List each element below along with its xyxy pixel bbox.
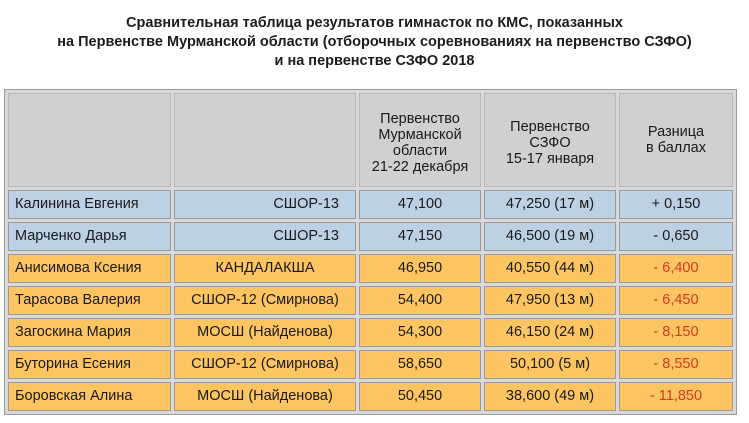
score-szfo: 50,100 (5 м): [484, 350, 616, 379]
table-row: Загоскина Мария МОСШ (Найденова) 54,300 …: [8, 318, 733, 347]
table-row: Анисимова Ксения КАНДАЛАКША 46,950 40,55…: [8, 254, 733, 283]
header-diff-line: в баллах: [645, 140, 706, 156]
header-event2-line: Первенство: [510, 119, 590, 135]
score-regional: 47,100: [359, 190, 481, 219]
title-line-2: на Первенстве Мурманской области (отборо…: [57, 34, 692, 50]
athlete-club: СШОР-13: [174, 190, 356, 219]
header-event1-line: 21-22 декабря: [371, 159, 469, 175]
score-regional: 58,650: [359, 350, 481, 379]
score-difference: - 6,400: [619, 254, 733, 283]
header-diff-line: Разница: [647, 124, 705, 140]
score-regional: 54,300: [359, 318, 481, 347]
score-regional: 50,450: [359, 382, 481, 411]
header-event2-cell: Первенство СЗФО 15-17 января: [484, 93, 616, 187]
athlete-club: СШОР-12 (Смирнова): [174, 286, 356, 315]
score-regional: 47,150: [359, 222, 481, 251]
header-event1-line: Мурманской: [378, 127, 462, 143]
athlete-name: Загоскина Мария: [8, 318, 171, 347]
table-row: Марченко Дарья СШОР-13 47,150 46,500 (19…: [8, 222, 733, 251]
score-difference: - 0,650: [619, 222, 733, 251]
table-header-row: Первенство Мурманской области 21-22 дека…: [8, 93, 733, 187]
score-difference: - 8,550: [619, 350, 733, 379]
score-szfo: 47,250 (17 м): [484, 190, 616, 219]
athlete-name: Буторина Есения: [8, 350, 171, 379]
athlete-club: МОСШ (Найденова): [174, 382, 356, 411]
score-difference: - 6,450: [619, 286, 733, 315]
table-row: Тарасова Валерия СШОР-12 (Смирнова) 54,4…: [8, 286, 733, 315]
score-difference: + 0,150: [619, 190, 733, 219]
athlete-name: Тарасова Валерия: [8, 286, 171, 315]
table-row: Калинина Евгения СШОР-13 47,100 47,250 (…: [8, 190, 733, 219]
score-szfo: 46,150 (24 м): [484, 318, 616, 347]
athlete-name: Калинина Евгения: [8, 190, 171, 219]
header-diff-cell: Разница в баллах: [619, 93, 733, 187]
page-title: Сравнительная таблица результатов гимнас…: [0, 14, 749, 71]
athlete-club: КАНДАЛАКША: [174, 254, 356, 283]
table-row: Буторина Есения СШОР-12 (Смирнова) 58,65…: [8, 350, 733, 379]
athlete-name: Боровская Алина: [8, 382, 171, 411]
header-event2-line: СЗФО: [529, 135, 571, 151]
athlete-name: Марченко Дарья: [8, 222, 171, 251]
score-szfo: 40,550 (44 м): [484, 254, 616, 283]
score-regional: 46,950: [359, 254, 481, 283]
results-table-container: Первенство Мурманской области 21-22 дека…: [4, 89, 737, 415]
header-event2-line: 15-17 января: [505, 151, 595, 167]
score-difference: - 11,850: [619, 382, 733, 411]
athlete-club: СШОР-12 (Смирнова): [174, 350, 356, 379]
score-difference: - 8,150: [619, 318, 733, 347]
results-table: Первенство Мурманской области 21-22 дека…: [5, 90, 736, 414]
athlete-club: СШОР-13: [174, 222, 356, 251]
score-szfo: 38,600 (49 м): [484, 382, 616, 411]
header-event1-line: области: [392, 143, 448, 159]
score-szfo: 47,950 (13 м): [484, 286, 616, 315]
title-line-3: и на первенстве СЗФО 2018: [274, 53, 475, 69]
table-row: Боровская Алина МОСШ (Найденова) 50,450 …: [8, 382, 733, 411]
header-event1-line: Первенство: [380, 111, 460, 127]
header-event1-cell: Первенство Мурманской области 21-22 дека…: [359, 93, 481, 187]
header-club-cell: [174, 93, 356, 187]
score-regional: 54,400: [359, 286, 481, 315]
athlete-club: МОСШ (Найденова): [174, 318, 356, 347]
athlete-name: Анисимова Ксения: [8, 254, 171, 283]
score-szfo: 46,500 (19 м): [484, 222, 616, 251]
header-name-cell: [8, 93, 171, 187]
title-line-1: Сравнительная таблица результатов гимнас…: [126, 15, 623, 31]
